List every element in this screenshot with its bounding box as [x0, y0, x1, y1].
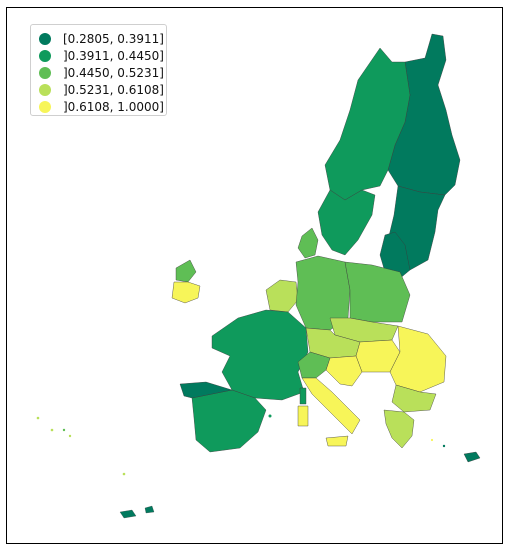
legend-swatch — [39, 100, 51, 113]
legend-label: ]0.4450, 0.5231] — [63, 65, 164, 80]
legend-item: ]0.4450, 0.5231] — [39, 64, 166, 81]
region-northern-sweden — [324, 47, 411, 201]
legend-label: ]0.6108, 1.0000] — [63, 99, 164, 114]
legend-swatch — [39, 66, 51, 79]
region-sicily — [325, 435, 349, 447]
region-greece — [383, 409, 415, 449]
region-italy-south — [301, 377, 361, 435]
legend-label: ]0.5231, 0.6108] — [63, 82, 164, 97]
region-denmark — [297, 227, 319, 259]
legend-swatch — [39, 32, 51, 45]
legend-label: ]0.3911, 0.4450] — [63, 48, 164, 63]
region-france — [211, 309, 309, 401]
region-ireland — [171, 281, 201, 304]
region-poland — [344, 261, 411, 323]
region-baltic-states — [379, 231, 411, 281]
legend-item: ]0.6108, 1.0000] — [39, 98, 166, 115]
region-bulgaria — [391, 384, 437, 413]
outlying-islands — [36, 414, 446, 519]
legend-swatch — [39, 83, 51, 96]
region-portugal-north — [179, 381, 233, 399]
legend-label: [0.2805, 0.3911] — [63, 31, 164, 46]
region-benelux — [265, 279, 299, 313]
region-sardinia — [297, 405, 309, 427]
region-croatia-slovenia — [325, 355, 363, 387]
region-southern-sweden — [317, 189, 376, 256]
legend-item: ]0.5231, 0.6108] — [39, 81, 166, 98]
legend-item: ]0.3911, 0.4450] — [39, 47, 166, 64]
legend-swatch — [39, 49, 51, 62]
region-iberia — [191, 389, 267, 453]
region-corsica — [299, 387, 307, 405]
region-crete — [463, 451, 481, 463]
legend-item: [0.2805, 0.3911] — [39, 30, 166, 47]
region-northern-ireland — [175, 259, 197, 283]
map-legend: [0.2805, 0.3911] ]0.3911, 0.4450] ]0.4450,… — [30, 24, 167, 116]
region-romania — [389, 325, 447, 393]
